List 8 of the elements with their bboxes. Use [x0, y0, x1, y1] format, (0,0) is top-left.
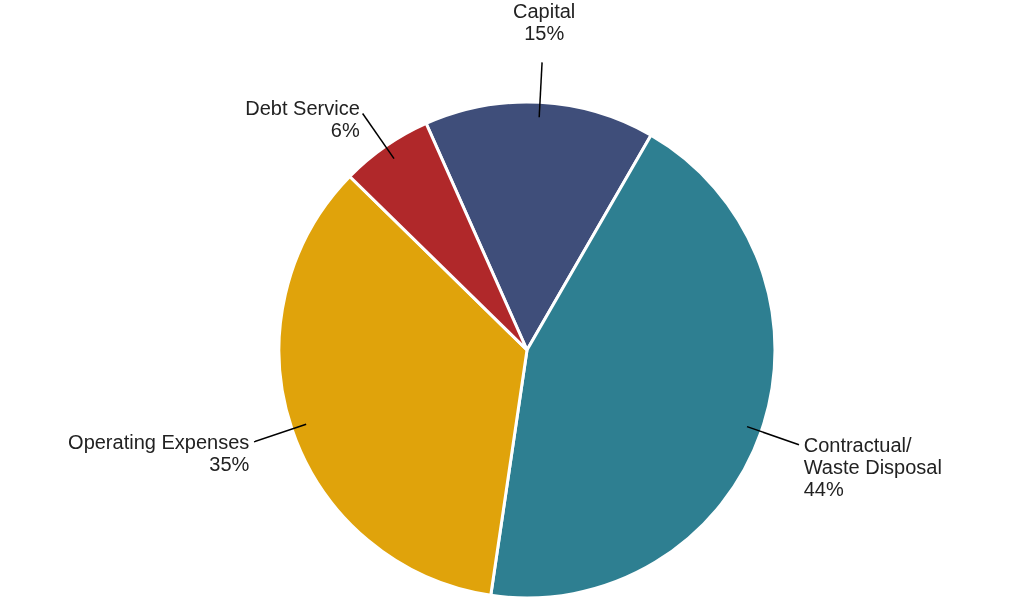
slice-label: Debt Service — [245, 97, 360, 120]
data-label: 44% — [803, 478, 844, 501]
data-label: 6% — [330, 119, 360, 142]
data-label: 35% — [209, 453, 250, 476]
slice-label: Capital — [513, 0, 576, 23]
slice-label: Contractual/ Waste Disposal — [803, 434, 942, 479]
slice-label: Operating Expenses — [68, 431, 250, 454]
data-label: 15% — [524, 22, 565, 45]
